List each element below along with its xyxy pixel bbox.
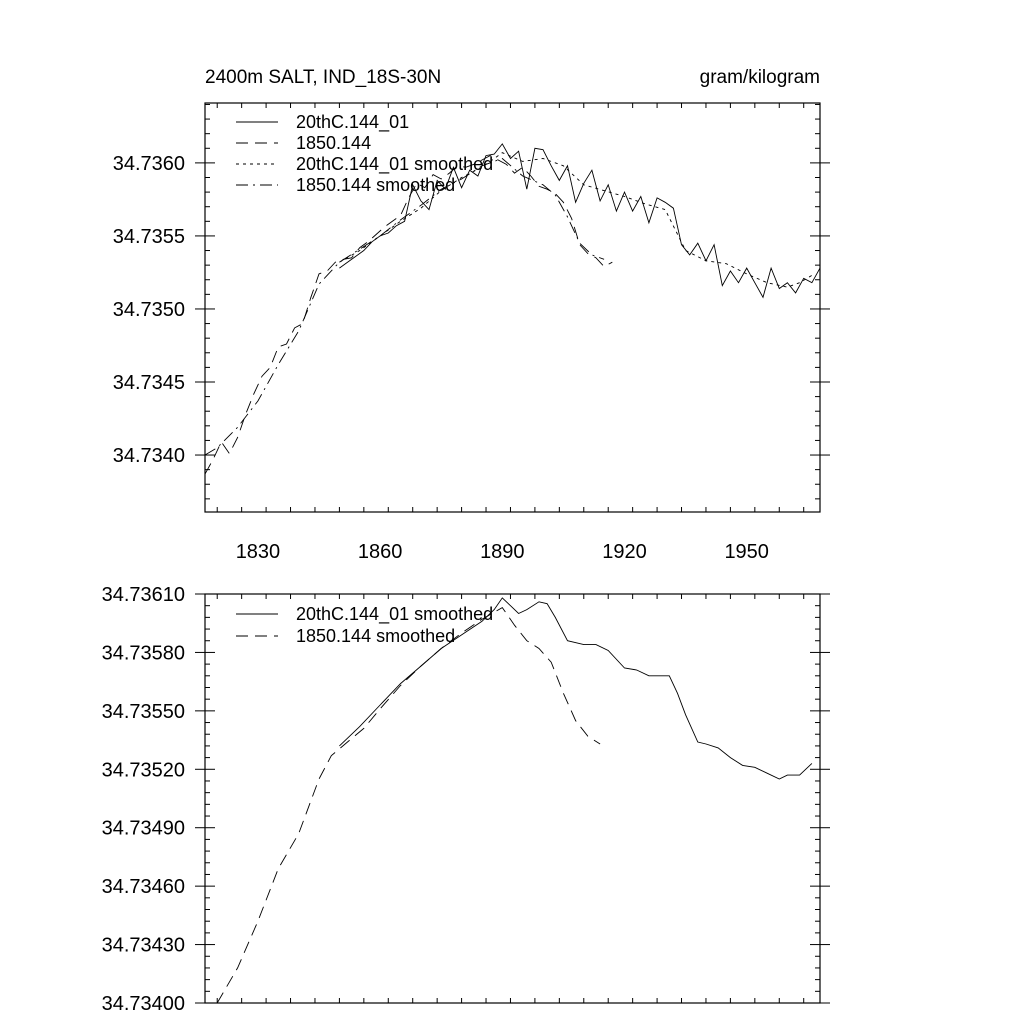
y-tick-label: 34.73400 bbox=[102, 993, 185, 1015]
plot-frame bbox=[204, 593, 821, 1004]
x-tick-label: 1860 bbox=[358, 541, 403, 563]
y-tick-label: 34.73460 bbox=[102, 876, 185, 898]
legend-label: 1850.144 bbox=[296, 133, 371, 153]
legend-label: 20thC.144_01 smoothed bbox=[296, 154, 493, 175]
y-tick-label: 34.73550 bbox=[102, 701, 185, 723]
plot-frame bbox=[204, 102, 821, 513]
y-tick-label: 34.73430 bbox=[102, 935, 185, 957]
y-tick-label: 34.7345 bbox=[113, 372, 185, 394]
y-tick-label: 34.7355 bbox=[113, 226, 185, 248]
chart-title: 2400m SALT, IND_18S-30N bbox=[205, 67, 441, 88]
x-tick-label: 1890 bbox=[480, 541, 525, 563]
y-tick-label: 34.73520 bbox=[102, 759, 185, 781]
y-tick-label: 34.73580 bbox=[102, 642, 185, 664]
series-line bbox=[216, 607, 601, 1003]
top-panel: 2400m SALT, IND_18S-30N gram/kilogram 1830… bbox=[113, 67, 830, 563]
y-tick-label: 34.7360 bbox=[113, 153, 185, 175]
legend-label: 20thC.144_01 smoothed bbox=[296, 604, 493, 625]
series-line bbox=[205, 155, 613, 475]
x-tick-label: 1950 bbox=[724, 541, 769, 563]
bottom-panel: 34.73400 34.73430 34.73460 34.73490 34.73520… bbox=[102, 584, 830, 1015]
legend-label: 1850.144 smoothed bbox=[296, 175, 455, 195]
series-line bbox=[339, 597, 813, 780]
y-tick-label: 34.73610 bbox=[102, 584, 185, 606]
series-line bbox=[339, 143, 820, 299]
x-tick-label: 1920 bbox=[602, 541, 647, 563]
x-tick-label: 1830 bbox=[236, 541, 281, 563]
y-tick-label: 34.7350 bbox=[113, 299, 185, 321]
y-tick-label: 34.73490 bbox=[102, 818, 185, 840]
y-tick-label: 34.7340 bbox=[113, 445, 185, 467]
series-line bbox=[205, 157, 605, 456]
units-label: gram/kilogram bbox=[700, 67, 820, 88]
legend-label: 1850.144 smoothed bbox=[296, 626, 455, 646]
series-line bbox=[339, 152, 813, 288]
legend-label: 20thC.144_01 bbox=[296, 112, 409, 133]
